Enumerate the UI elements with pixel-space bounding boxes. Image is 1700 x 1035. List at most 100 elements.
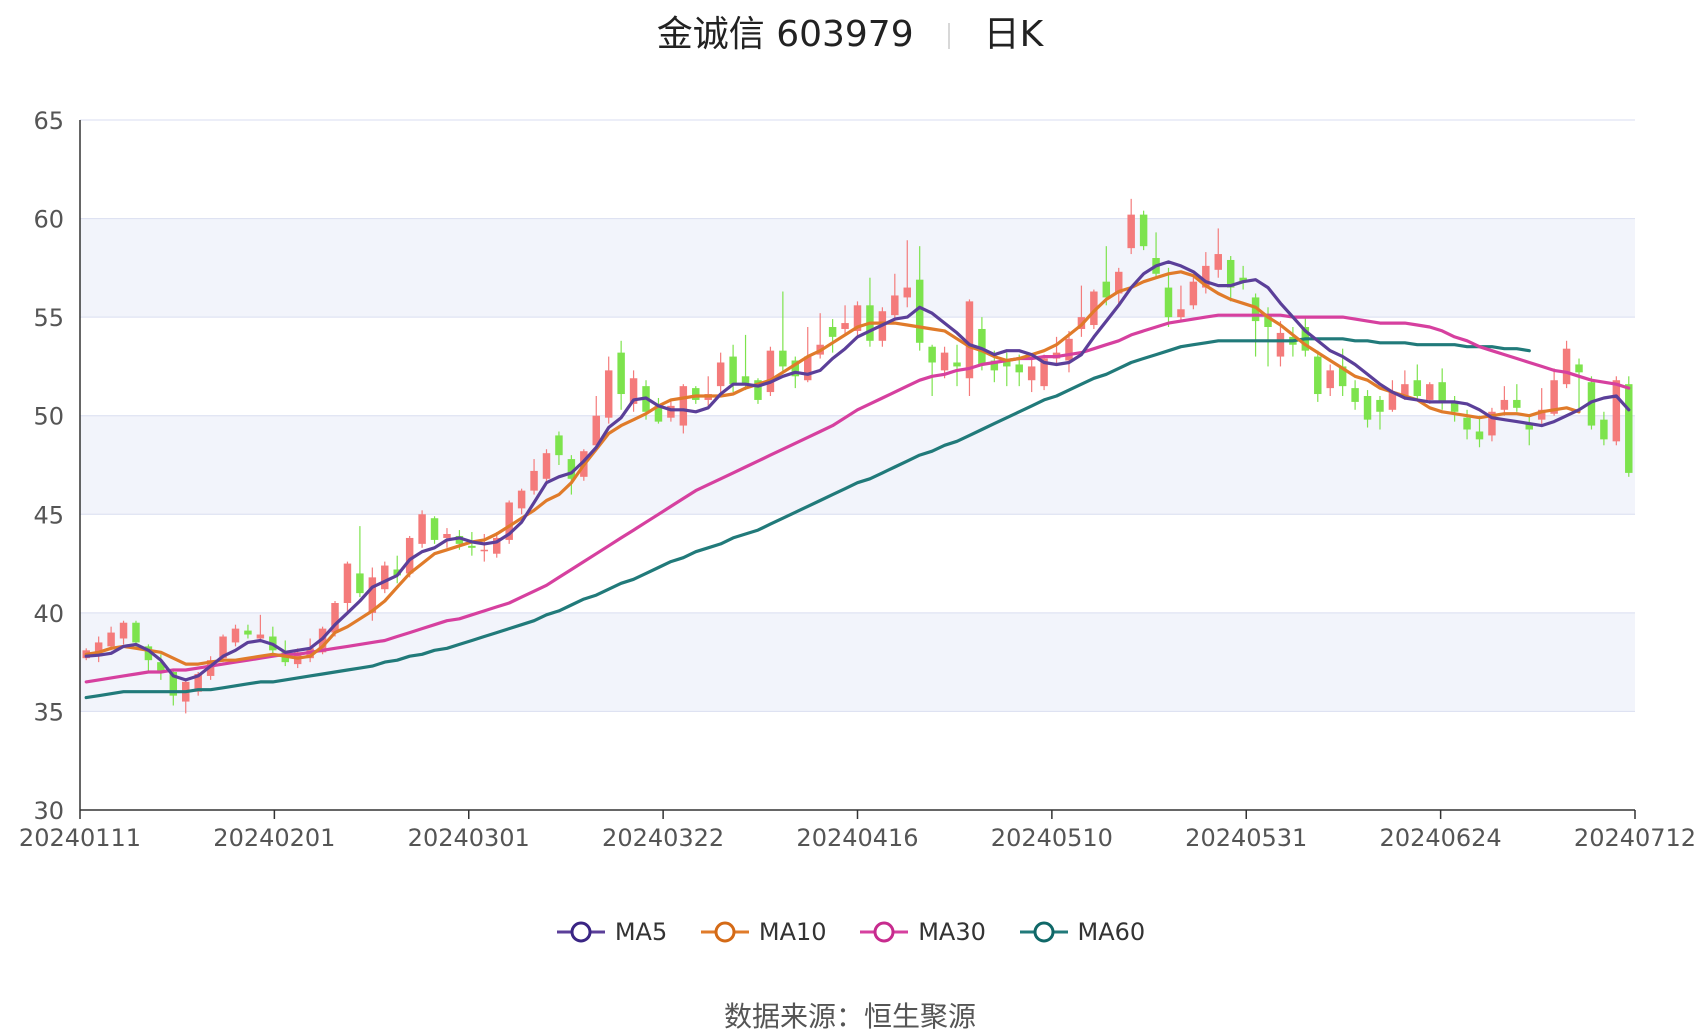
candle	[530, 459, 538, 495]
candle	[617, 340, 625, 410]
candle	[766, 346, 775, 396]
candle	[1127, 198, 1135, 255]
candle-body	[418, 514, 426, 544]
grid-band	[80, 218, 1635, 318]
candle-body	[1139, 214, 1148, 247]
candle-body	[903, 287, 911, 298]
candle-body	[1438, 382, 1446, 402]
candle	[107, 626, 115, 651]
candle-body	[567, 459, 576, 479]
candle-body	[231, 628, 240, 643]
candle-body	[1500, 399, 1509, 410]
candle-body	[754, 380, 762, 400]
candle	[393, 555, 401, 584]
candle-body	[592, 415, 600, 446]
candle-body	[679, 386, 688, 426]
candle-body	[1513, 399, 1521, 408]
candle-body	[1525, 423, 1533, 430]
candle	[654, 397, 663, 424]
candle	[517, 488, 526, 515]
candle-body	[107, 632, 115, 647]
candle	[1239, 265, 1247, 290]
candle-body	[692, 388, 700, 400]
candle-body	[1475, 431, 1484, 440]
candle	[915, 246, 924, 351]
x-tick-label: 20240322	[602, 824, 724, 852]
candle	[381, 561, 389, 594]
candle	[1537, 388, 1546, 426]
legend-item-ma5[interactable]: MA5	[555, 918, 667, 946]
candle-body	[405, 537, 414, 574]
candle	[891, 273, 899, 322]
candle	[903, 240, 911, 308]
candle-body	[1426, 384, 1434, 400]
candle-body	[1612, 380, 1621, 442]
candle	[1251, 293, 1260, 357]
candle-body	[667, 405, 675, 418]
y-tick-label: 50	[33, 403, 64, 431]
candle-body	[1239, 277, 1247, 282]
candle-body	[480, 549, 489, 552]
candle	[94, 636, 103, 663]
candle-body	[1413, 380, 1422, 396]
candle-body	[169, 672, 178, 696]
period-tab[interactable]: 日K	[983, 14, 1044, 55]
x-tick-label: 20240201	[213, 824, 335, 852]
candle-body	[94, 642, 103, 657]
legend-item-ma30[interactable]: MA30	[858, 918, 986, 946]
candle-body	[729, 356, 737, 385]
candle-body	[144, 646, 153, 661]
candle	[1003, 352, 1011, 387]
candle	[1525, 415, 1533, 446]
ma10-legend-icon	[700, 921, 749, 943]
stock-name: 金诚信 603979	[656, 14, 914, 55]
candle	[779, 291, 787, 373]
candle	[356, 526, 364, 598]
legend-item-ma60[interactable]: MA60	[1018, 918, 1146, 946]
candle-body	[1326, 370, 1334, 389]
candle-body	[132, 622, 140, 643]
ma5-legend-icon	[556, 921, 605, 943]
candle	[1450, 396, 1459, 422]
ma30-legend-icon	[860, 921, 909, 943]
source-label: 数据来源：	[723, 1000, 864, 1033]
candle	[493, 532, 501, 558]
candle	[1426, 382, 1434, 404]
candle	[1562, 340, 1571, 389]
ma60-legend-icon	[1019, 921, 1068, 943]
candle-body	[1264, 315, 1272, 327]
candle	[1314, 350, 1322, 402]
candle-body	[853, 305, 862, 331]
candle-body	[1164, 287, 1173, 318]
candle-body	[1351, 388, 1359, 402]
candle-body	[891, 295, 899, 316]
legend-label-ma10: MA10	[758, 918, 827, 946]
legend-label-ma5: MA5	[614, 918, 668, 946]
candle-body	[1189, 281, 1198, 306]
candle	[1550, 368, 1558, 416]
candle	[1276, 321, 1285, 367]
candle-body	[1463, 417, 1471, 430]
x-tick-label: 20240712	[1574, 824, 1696, 852]
candle	[256, 614, 265, 643]
candle-body	[928, 346, 936, 363]
candle	[1189, 275, 1198, 310]
candle	[1388, 380, 1397, 412]
candle	[1139, 210, 1148, 251]
candle-body	[1214, 254, 1222, 270]
candle	[542, 449, 551, 483]
candle	[430, 516, 439, 544]
candle-body	[256, 634, 265, 639]
candle-body	[617, 352, 625, 395]
candle-body	[1537, 409, 1546, 420]
candle-body	[915, 279, 924, 343]
x-tick-label: 20240531	[1185, 824, 1307, 852]
candle	[704, 376, 712, 406]
candle-body	[430, 518, 439, 540]
legend-item-ma10[interactable]: MA10	[699, 918, 827, 946]
candle-body	[1040, 358, 1048, 387]
candle-body	[1388, 392, 1397, 410]
legend-label-ma60: MA60	[1077, 918, 1146, 946]
candle-body	[1363, 396, 1372, 420]
candle	[231, 624, 240, 647]
